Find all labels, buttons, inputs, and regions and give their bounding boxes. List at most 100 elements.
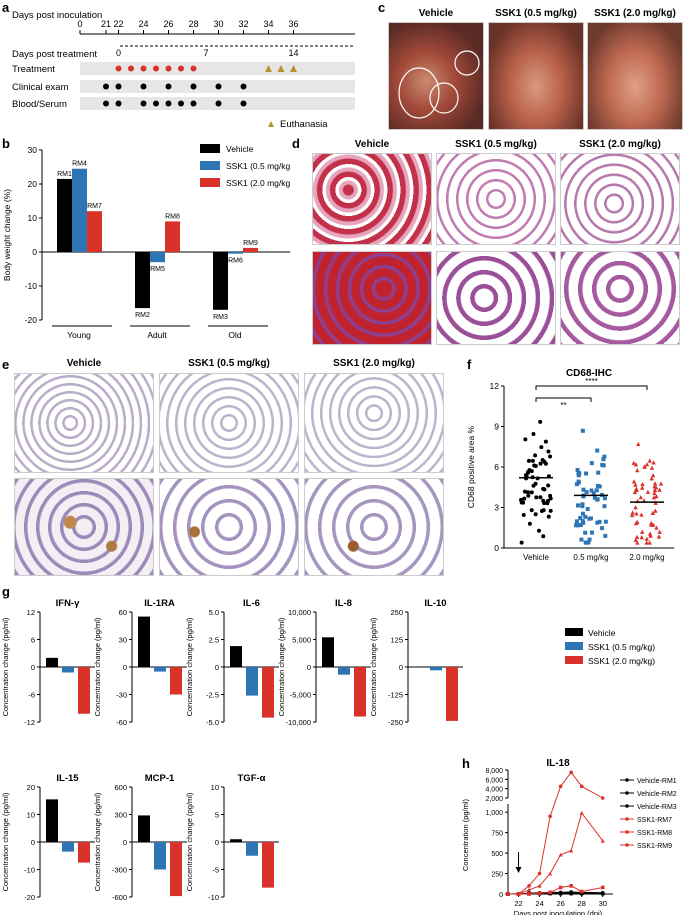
b-bar [72,168,87,252]
g-y-tick-label: -12 [24,718,35,727]
timeline-markers [103,65,297,107]
f-data-point [638,495,643,500]
b-bar [243,247,258,252]
f-data-point [533,453,538,458]
b-legend-swatch [200,178,220,187]
treatment-dot [153,65,159,72]
f-data-point [546,483,551,488]
g-y-tick-label: 600 [114,783,127,792]
f-data-point [596,470,601,475]
h-legend-label: SSK1-RM8 [637,830,672,837]
g-y-tick-label: -60 [116,718,127,727]
f-data-point [651,495,657,500]
b-y-axis-label: Body weight change (%) [2,189,12,281]
g-y-tick-label: 0 [399,663,403,672]
f-data-point [640,529,645,534]
ihc-vehicle-low-mag [14,373,154,473]
g-subplot-title: MCP-1 [145,773,175,784]
h-data-point [548,871,553,876]
h-legend-marker [625,791,629,795]
f-data-point [589,488,594,493]
ihc-ssk1-low-low-mag [159,373,299,473]
g-bar [246,842,258,856]
g-y-tick-label: -300 [112,866,127,875]
f-data-point [648,533,653,538]
h-data-point [579,784,584,789]
h-x-axis-label: Days post inoculation (dpi) [514,909,603,915]
h-data-point [558,852,563,857]
f-data-point [537,528,542,533]
f-data-point [589,530,594,535]
panel-e-title-low: SSK1 (0.5 mg/kg) [188,358,270,369]
h-data-point [516,892,521,896]
g-bar [138,815,150,842]
b-bar [87,211,102,252]
b-bar-label: RM9 [243,240,258,247]
h-data-point [506,892,510,896]
f-x-tick-label: Vehicle [523,553,549,562]
he-histology-ssk1-low-low-mag [436,153,556,245]
g-y-tick-label: -10 [208,893,219,902]
g-y-tick-label: 5.0 [209,608,219,617]
blood-serum-dot [190,100,197,107]
f-data-point [633,505,638,510]
g-y-tick-label: -600 [112,893,127,902]
clinical-exam-dot [115,83,122,90]
f-data-point [575,468,580,473]
h-data-point [600,891,605,896]
g-bar [230,646,242,667]
g-bar [46,799,58,842]
g-bar [154,667,166,672]
treatment-dot [115,65,122,72]
f-data-point [602,454,607,459]
he-histology-vehicle-low-mag [312,153,432,245]
euthanasia-marker [290,65,297,72]
gross-lung-photo-ssk1-low [488,22,584,130]
f-data-point [603,519,608,524]
g-y-tick-label: -5,000 [290,691,311,700]
f-y-tick-label: 12 [490,381,500,391]
f-data-point [580,428,585,433]
h-x-tick-label: 24 [535,899,543,908]
g-y-tick-label: 5 [215,811,219,820]
f-data-point [541,498,546,503]
h-x-tick-label: 26 [556,899,564,908]
b-bar-label: RM5 [150,266,165,273]
f-data-point [531,483,536,488]
b-bar [57,178,72,252]
panel-label-e: e [2,357,10,372]
b-y-tick-label: 20 [28,179,38,189]
he-histology-vehicle-high-mag [312,251,432,345]
g-legend-swatch [565,628,583,636]
f-data-point [592,495,597,500]
f-data-point [546,514,551,519]
g-bar [338,667,350,675]
f-data-point [603,533,608,538]
f-data-point [580,511,585,516]
f-data-point [656,534,662,539]
f-significance-label: ** [560,401,566,410]
treatment-dot [190,65,197,72]
f-data-point [647,540,652,545]
blood-serum-dot [165,100,172,107]
g-legend-label: Vehicle [588,628,616,638]
g-bar [46,657,58,667]
b-bar-label: RM2 [135,312,150,319]
f-data-point [602,496,607,501]
h-data-point [569,848,574,853]
g-subplot-title: IL-10 [424,598,446,609]
g-bar [138,616,150,667]
ihc-ssk1-low-high-mag [159,478,299,576]
f-y-tick-label: 9 [494,422,499,432]
g-legend-label: SSK1 (2.0 mg/kg) [588,656,655,666]
g-y-tick-label: 6 [31,636,35,645]
f-x-tick-label: 0.5 mg/kg [573,553,608,562]
timeline-top-tick-label: 36 [288,19,298,29]
g-y-tick-label: 300 [114,811,127,820]
b-category-label: Adult [147,330,167,340]
f-data-point [523,437,528,442]
h-data-point [527,887,532,892]
h-x-tick-label: 28 [578,899,586,908]
b-legend-label: Vehicle [226,144,254,154]
g-subplot-title: IL-1RA [144,598,175,609]
